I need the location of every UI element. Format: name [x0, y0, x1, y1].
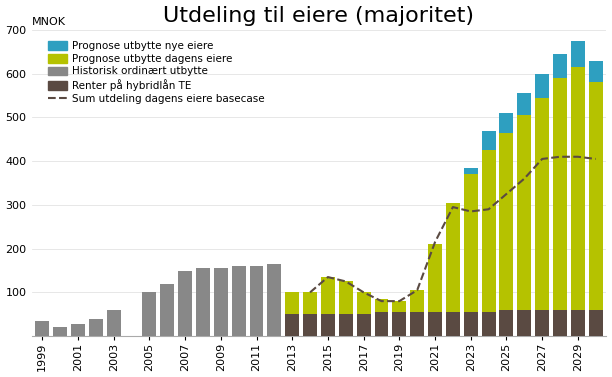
Bar: [571, 41, 585, 67]
Title: Utdeling til eiere (majoritet): Utdeling til eiere (majoritet): [163, 6, 474, 26]
Bar: [464, 174, 478, 312]
Sum utdeling dagens eiere basecase: [574, 155, 581, 159]
Bar: [428, 244, 442, 312]
Bar: [536, 74, 549, 98]
Bar: [410, 312, 424, 336]
Legend: Prognose utbytte nye eiere, Prognose utbytte dagens eiere, Historisk ordinært ut: Prognose utbytte nye eiere, Prognose utb…: [48, 41, 265, 104]
Bar: [160, 284, 174, 336]
Bar: [517, 310, 531, 336]
Sum utdeling dagens eiere basecase: [539, 157, 546, 161]
Bar: [196, 268, 210, 336]
Bar: [428, 312, 442, 336]
Bar: [106, 310, 121, 336]
Sum utdeling dagens eiere basecase: [342, 279, 349, 284]
Bar: [553, 310, 567, 336]
Sum utdeling dagens eiere basecase: [396, 299, 403, 303]
Bar: [71, 324, 85, 336]
Sum utdeling dagens eiere basecase: [556, 155, 564, 159]
Bar: [464, 168, 478, 174]
Bar: [321, 277, 335, 314]
Bar: [392, 301, 406, 312]
Sum utdeling dagens eiere basecase: [378, 299, 385, 303]
Sum utdeling dagens eiere basecase: [431, 240, 439, 244]
Bar: [178, 271, 192, 336]
Bar: [285, 293, 299, 314]
Bar: [410, 290, 424, 312]
Bar: [589, 310, 603, 336]
Sum utdeling dagens eiere basecase: [360, 290, 367, 295]
Bar: [339, 314, 353, 336]
Bar: [499, 133, 513, 310]
Bar: [517, 115, 531, 310]
Bar: [89, 319, 103, 336]
Bar: [267, 264, 282, 336]
Bar: [499, 113, 513, 133]
Bar: [357, 293, 371, 314]
Bar: [53, 326, 67, 336]
Bar: [536, 310, 549, 336]
Sum utdeling dagens eiere basecase: [449, 205, 457, 209]
Bar: [482, 312, 496, 336]
Bar: [375, 312, 389, 336]
Bar: [446, 203, 460, 312]
Bar: [571, 67, 585, 310]
Bar: [482, 130, 496, 150]
Bar: [553, 78, 567, 310]
Sum utdeling dagens eiere basecase: [592, 157, 599, 161]
Bar: [499, 310, 513, 336]
Bar: [536, 98, 549, 310]
Sum utdeling dagens eiere basecase: [503, 192, 510, 196]
Bar: [375, 299, 389, 312]
Bar: [285, 314, 299, 336]
Bar: [357, 314, 371, 336]
Sum utdeling dagens eiere basecase: [485, 207, 492, 211]
Bar: [321, 314, 335, 336]
Bar: [339, 282, 353, 314]
Bar: [392, 312, 406, 336]
Text: MNOK: MNOK: [32, 17, 65, 27]
Bar: [571, 310, 585, 336]
Bar: [232, 266, 245, 336]
Sum utdeling dagens eiere basecase: [467, 209, 474, 214]
Bar: [589, 83, 603, 310]
Sum utdeling dagens eiere basecase: [324, 275, 332, 279]
Bar: [35, 321, 49, 336]
Bar: [303, 314, 317, 336]
Bar: [214, 268, 228, 336]
Bar: [143, 293, 156, 336]
Sum utdeling dagens eiere basecase: [414, 288, 421, 293]
Sum utdeling dagens eiere basecase: [521, 176, 528, 181]
Sum utdeling dagens eiere basecase: [307, 290, 314, 295]
Bar: [553, 54, 567, 78]
Bar: [250, 266, 264, 336]
Bar: [303, 293, 317, 314]
Bar: [464, 312, 478, 336]
Line: Sum utdeling dagens eiere basecase: Sum utdeling dagens eiere basecase: [310, 157, 595, 301]
Bar: [446, 312, 460, 336]
Bar: [517, 93, 531, 115]
Bar: [589, 61, 603, 83]
Bar: [482, 150, 496, 312]
